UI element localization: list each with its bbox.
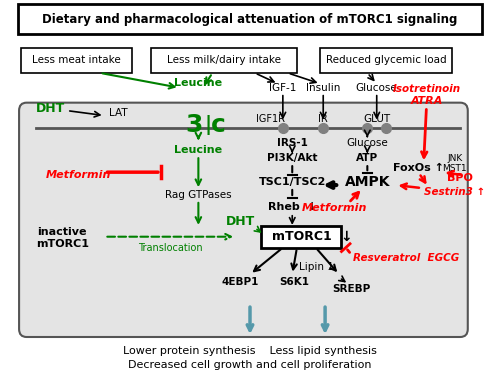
Text: Dietary and pharmacological attenuation of mTORC1 signaling: Dietary and pharmacological attenuation …: [42, 13, 458, 26]
Text: JNK: JNK: [447, 154, 462, 163]
Text: MST1: MST1: [442, 164, 467, 173]
Text: Translocation: Translocation: [138, 243, 202, 252]
Text: IR: IR: [318, 114, 328, 123]
FancyBboxPatch shape: [18, 4, 482, 34]
FancyBboxPatch shape: [320, 48, 452, 73]
Text: DHT: DHT: [226, 215, 255, 228]
Text: IGF-1: IGF-1: [269, 83, 296, 93]
Text: DHT: DHT: [36, 102, 66, 115]
Text: Sestrin3 ↑: Sestrin3 ↑: [424, 187, 485, 197]
Text: Lower protein synthesis    Less lipid synthesis: Lower protein synthesis Less lipid synth…: [123, 346, 377, 356]
Text: Rag GTPases: Rag GTPases: [165, 190, 232, 200]
Text: SREBP: SREBP: [332, 284, 370, 294]
Text: Less meat intake: Less meat intake: [32, 55, 120, 65]
Text: Glucose: Glucose: [356, 83, 398, 93]
Text: Decreased cell growth and cell proliferation: Decreased cell growth and cell prolifera…: [128, 360, 372, 370]
Text: GLUT: GLUT: [363, 114, 390, 123]
Text: PI3K/Akt: PI3K/Akt: [267, 153, 318, 163]
FancyBboxPatch shape: [21, 48, 132, 73]
Text: BPO: BPO: [446, 173, 472, 183]
Text: 4EBP1: 4EBP1: [222, 278, 260, 287]
Text: Glucose: Glucose: [346, 138, 388, 149]
Text: |: |: [204, 114, 212, 134]
Text: inactive
mTORC1: inactive mTORC1: [36, 227, 89, 249]
Text: IRS-1: IRS-1: [277, 138, 308, 149]
Text: mTORC1: mTORC1: [272, 230, 332, 243]
Text: ATRA: ATRA: [410, 96, 442, 106]
Text: TSC1/TSC2: TSC1/TSC2: [258, 177, 326, 187]
Text: c: c: [210, 113, 226, 136]
Text: Leucine: Leucine: [174, 78, 222, 88]
Text: S6K1: S6K1: [279, 278, 309, 287]
Text: Metformin: Metformin: [46, 170, 110, 180]
FancyBboxPatch shape: [262, 226, 341, 248]
Text: Metformin: Metformin: [302, 203, 367, 213]
Text: Resveratrol  EGCG: Resveratrol EGCG: [354, 252, 460, 263]
Text: Lipin 1: Lipin 1: [299, 263, 334, 272]
FancyBboxPatch shape: [19, 103, 468, 337]
Text: FoxOs ↑: FoxOs ↑: [394, 163, 444, 173]
Text: ATP: ATP: [356, 153, 378, 163]
Text: 3: 3: [185, 113, 202, 136]
Text: Less milk/dairy intake: Less milk/dairy intake: [166, 55, 280, 65]
FancyBboxPatch shape: [152, 48, 297, 73]
Text: Reduced glycemic load: Reduced glycemic load: [326, 55, 446, 65]
Text: Isotretinoin: Isotretinoin: [392, 84, 460, 94]
Text: LAT: LAT: [110, 107, 128, 118]
Text: Rheb  ↓: Rheb ↓: [268, 202, 316, 212]
Text: ↓: ↓: [340, 230, 351, 244]
Text: IGF1R: IGF1R: [256, 114, 285, 123]
Text: Insulin: Insulin: [306, 83, 340, 93]
Text: Leucine: Leucine: [174, 145, 222, 155]
Text: AMPK: AMPK: [344, 175, 390, 189]
